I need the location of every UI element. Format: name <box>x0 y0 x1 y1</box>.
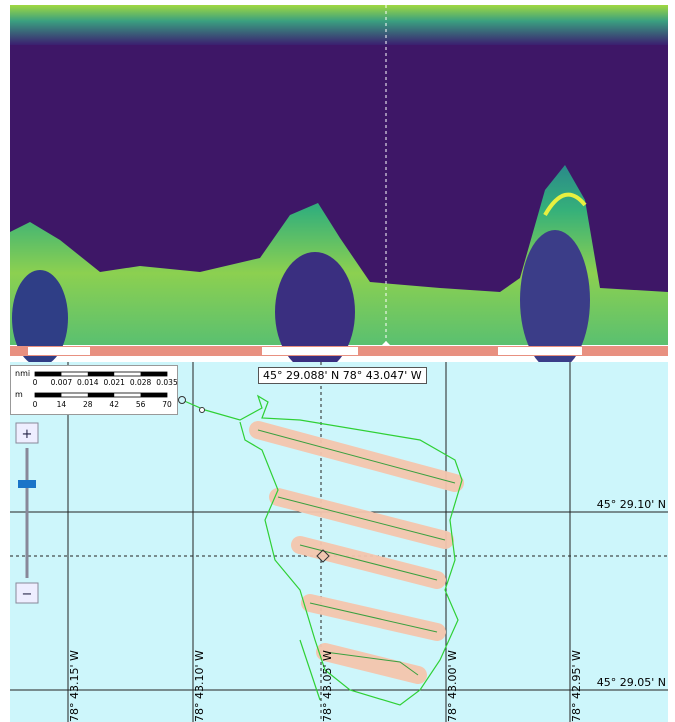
scale-graphic: nmi m 0 0.007 0.014 0.021 0.028 0.035 0 14 28 42 5… <box>11 366 177 414</box>
lon-label: 78° 43.05' W <box>321 650 334 722</box>
lon-label: 78° 43.00' W <box>446 650 459 722</box>
scale-label: 0 <box>33 378 38 387</box>
scale-label: 0 <box>33 400 38 409</box>
scale-label: 70 <box>162 400 172 409</box>
scale-segment <box>35 393 61 397</box>
map: + − 45° 29.10' N 45° 29.05' N 78° 43.15' W… <box>10 362 668 722</box>
svg-text:+: + <box>22 427 33 442</box>
scale-label: 0.014 <box>77 378 99 387</box>
echogram <box>10 5 668 372</box>
app: + − 45° 29.10' N 45° 29.05' N 78° 43.15' W… <box>0 0 675 722</box>
lat-label: 45° 29.10' N <box>597 498 666 511</box>
svg-text:−: − <box>22 587 33 602</box>
lat-label: 45° 29.05' N <box>597 676 666 689</box>
lon-label: 78° 43.15' W <box>68 650 81 722</box>
cursor-readout: 45° 29.088' N 78° 43.047' W <box>258 367 427 384</box>
scale-segment <box>88 393 114 397</box>
lon-label: 78° 43.10' W <box>193 650 206 722</box>
scale-label: 28 <box>83 400 93 409</box>
scale-bar: nmi m 0 0.007 0.014 0.021 0.028 0.035 0 14 28 42 5… <box>10 365 178 415</box>
scale-label: 0.021 <box>103 378 125 387</box>
zoom-slider[interactable] <box>18 480 36 488</box>
scale-label: 0.035 <box>156 378 177 387</box>
scale-unit: nmi <box>15 369 30 378</box>
scale-segment <box>141 372 167 376</box>
scale-segment <box>141 393 167 397</box>
scale-segment <box>35 372 61 376</box>
scale-label: 0.007 <box>51 378 73 387</box>
scale-label: 42 <box>109 400 119 409</box>
viewer: + − 45° 29.10' N 45° 29.05' N 78° 43.15' W… <box>0 0 675 722</box>
scale-label: 56 <box>136 400 146 409</box>
scale-unit: m <box>15 390 23 399</box>
scale-label: 14 <box>57 400 67 409</box>
lon-label: 78° 42.95' W <box>570 650 583 722</box>
scale-label: 0.028 <box>130 378 152 387</box>
scale-segment <box>88 372 114 376</box>
